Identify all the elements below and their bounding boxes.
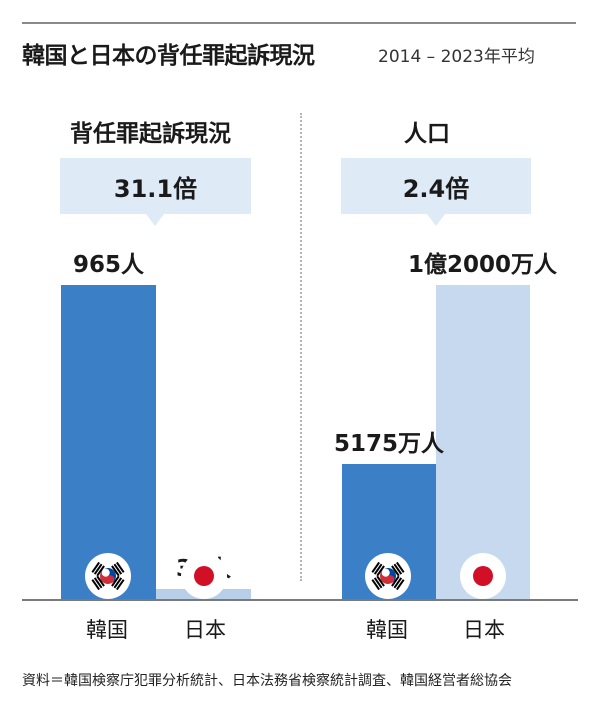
bar-population-japan: [436, 285, 530, 599]
ratio-callout-population: 2.4倍: [341, 158, 531, 214]
ratio-callout-breach: 31.1倍: [60, 158, 251, 214]
callout-tail-population: [427, 214, 445, 226]
category-label-japan: 日本: [184, 618, 226, 642]
data-label-breach-korea: 965人: [73, 252, 145, 278]
chart-title: 韓国と日本の背任罪起訴現況: [22, 43, 315, 69]
data-label-population-korea: 5175万人: [334, 431, 445, 457]
panel-title-population: 人口: [404, 121, 450, 147]
callout-tail-breach: [146, 214, 164, 226]
category-label-korea: 韓国: [366, 618, 408, 642]
category-label-korea: 韓国: [86, 618, 128, 642]
category-label-japan: 日本: [463, 618, 505, 642]
chart-baseline: [22, 599, 578, 601]
panel-divider: [300, 113, 302, 581]
data-label-population-japan: 1億2000万人: [408, 252, 558, 278]
korea-flag-icon: [365, 553, 411, 599]
japan-flag-icon: [460, 553, 506, 599]
japan-flag-icon: [181, 553, 227, 599]
source-note: 資料＝韓国検察庁犯罪分析統計、日本法務省検察統計調査、韓国経営者総協会: [22, 673, 512, 689]
chart-subtitle: 2014 – 2023年平均: [378, 47, 535, 67]
top-rule: [22, 22, 576, 24]
bar-breach-korea: [61, 285, 156, 599]
korea-flag-icon: [85, 553, 131, 599]
panel-title-breach: 背任罪起訴現況: [70, 121, 231, 147]
